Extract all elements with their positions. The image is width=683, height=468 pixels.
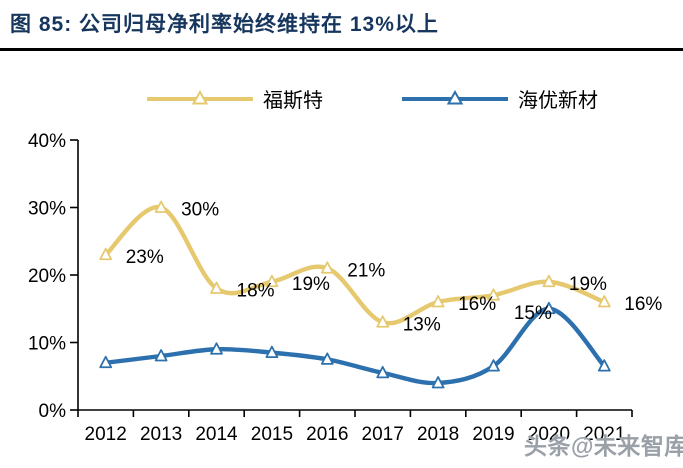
- data-point-marker: [320, 261, 334, 274]
- data-point-label: 19%: [569, 274, 607, 295]
- data-point-marker: [265, 345, 279, 359]
- data-point-label: 23%: [126, 247, 164, 268]
- data-point-label: 30%: [181, 200, 219, 221]
- chart-legend: 福斯特 海优新材: [0, 84, 683, 112]
- legend-item-haiyou: 海优新材: [400, 84, 598, 113]
- data-point-label: 13%: [403, 314, 441, 335]
- data-point-marker: [597, 359, 611, 372]
- data-point-label: 16%: [458, 294, 496, 315]
- data-point-label: 18%: [237, 281, 275, 302]
- data-point-marker: [154, 200, 168, 213]
- x-tick-label: 2021: [583, 424, 625, 445]
- series-line-1: [103, 306, 607, 386]
- y-tick-label: 10%: [28, 334, 66, 355]
- y-tick-label: 0%: [39, 401, 67, 422]
- data-point-marker: [99, 355, 113, 369]
- y-tick-label: 20%: [28, 266, 66, 287]
- data-point-label: 15%: [514, 303, 552, 324]
- data-point-marker: [154, 349, 168, 362]
- data-point-label: 19%: [292, 274, 330, 295]
- x-tick-label: 2020: [528, 424, 570, 445]
- x-tick-label: 2019: [472, 424, 514, 445]
- series-line-0: [103, 205, 607, 326]
- data-point-marker: [376, 365, 390, 379]
- data-point-marker: [210, 342, 223, 355]
- legend-item-foster: 福斯特: [145, 84, 323, 113]
- data-point-marker: [487, 288, 500, 301]
- data-point-marker: [376, 315, 390, 328]
- data-point-marker: [265, 274, 279, 288]
- x-tick-label: 2017: [362, 424, 404, 445]
- y-tick-label: 40%: [28, 131, 66, 152]
- data-point-marker: [99, 247, 113, 261]
- line-marker-icon: [147, 89, 253, 104]
- figure-title: 图 85: 公司归母净利率始终维持在 13%以上: [10, 13, 439, 36]
- watermark: 头条@未来智库: [524, 433, 683, 459]
- data-point-marker: [597, 295, 611, 308]
- data-point-marker: [487, 359, 500, 372]
- data-point-marker: [431, 376, 445, 389]
- data-point-label: 21%: [347, 260, 385, 281]
- title-divider: [0, 48, 683, 51]
- line-marker-icon: [402, 89, 508, 104]
- data-point-marker: [542, 274, 556, 288]
- data-point-marker: [542, 301, 556, 315]
- x-tick-label: 2014: [195, 424, 238, 445]
- legend-label-foster: 福斯特: [263, 90, 323, 112]
- data-point-marker: [431, 295, 445, 308]
- x-tick-label: 2015: [251, 424, 293, 445]
- y-tick-label: 30%: [28, 199, 66, 220]
- data-point-marker: [210, 281, 223, 294]
- x-tick-label: 2018: [417, 424, 459, 445]
- x-tick-label: 2016: [306, 424, 348, 445]
- x-tick-label: 2012: [85, 424, 127, 445]
- x-tick-label: 2013: [140, 424, 182, 445]
- data-point-marker: [320, 352, 334, 365]
- legend-label-haiyou: 海优新材: [518, 90, 598, 112]
- data-point-label: 16%: [624, 294, 662, 315]
